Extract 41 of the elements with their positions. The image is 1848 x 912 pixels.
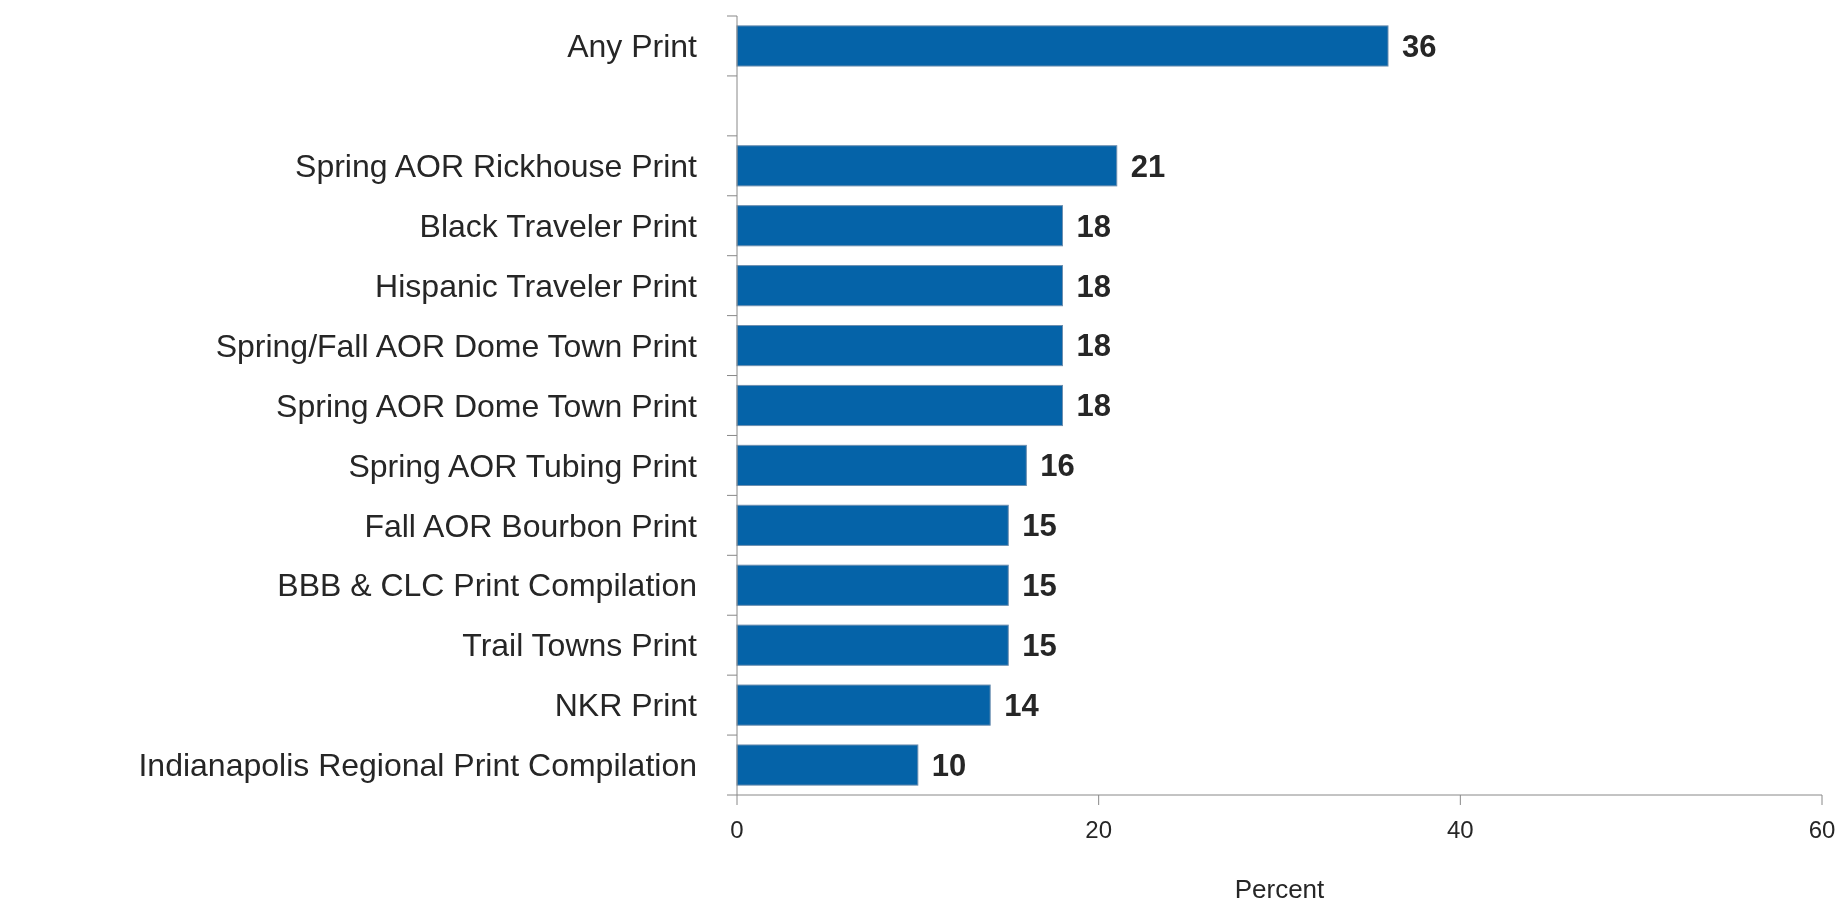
y-tick-label: Any Print [567,28,698,65]
bar [736,325,1063,367]
bar [736,504,1009,546]
data-label: 14 [1004,687,1040,723]
bar [736,25,1389,67]
bar [736,145,1118,187]
data-label: 10 [931,747,967,783]
x-tick-label: 60 [1808,816,1836,843]
bar [736,564,1009,606]
y-tick-label: Spring AOR Dome Town Print [276,387,698,424]
data-label: 18 [1076,388,1111,424]
x-tick-label: 0 [730,816,744,843]
x-tick-label: 20 [1085,816,1113,843]
y-tick-label: Fall AOR Bourbon Print [364,507,698,544]
y-tick-label: Hispanic Traveler Print [375,267,698,304]
data-label: 18 [1076,328,1111,364]
y-tick-label: BBB & CLC Print Compilation [277,567,697,604]
y-tick-label: Spring/Fall AOR Dome Town Print [215,327,698,364]
bar [736,684,991,726]
bar [736,624,1009,666]
bar [736,444,1027,486]
data-label: 15 [1022,628,1057,664]
y-tick-label: Trail Towns Print [462,627,698,664]
y-tick-label: Spring AOR Rickhouse Print [295,148,698,185]
data-label: 15 [1022,508,1057,544]
bar [736,265,1063,307]
data-label: 18 [1076,268,1111,304]
y-tick-label: Indianapolis Regional Print Compilation [138,747,697,784]
y-tick-label: NKR Print [554,687,698,724]
bar [736,384,1063,427]
data-label: 36 [1402,28,1437,64]
y-tick-label: Black Traveler Print [419,207,698,244]
y-tick-label: Spring AOR Tubing Print [348,447,698,484]
bar [736,205,1063,247]
data-label: 18 [1076,208,1111,244]
bar [736,744,919,786]
x-axis-title: Percent [1234,874,1326,904]
x-tick-label: 40 [1446,816,1474,843]
data-label: 21 [1130,148,1166,184]
data-label: 16 [1040,448,1075,484]
data-label: 15 [1022,568,1057,604]
